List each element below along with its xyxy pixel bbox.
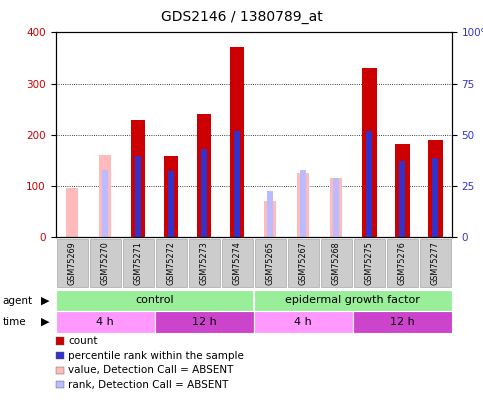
Bar [89,239,121,288]
Text: GSM75276: GSM75276 [398,241,407,285]
Text: 4 h: 4 h [96,317,114,327]
Bar [188,239,220,288]
Bar [102,171,108,237]
Bar [287,239,319,288]
Text: ▶: ▶ [41,317,50,327]
Bar [354,239,384,288]
Text: control: control [135,295,174,305]
Text: GSM75267: GSM75267 [298,241,308,285]
Text: 12 h: 12 h [192,317,216,327]
Bar [366,131,372,237]
Text: 12 h: 12 h [390,317,414,327]
Bar [300,171,306,237]
Bar [432,158,438,237]
Bar [156,239,186,288]
Bar [362,68,377,237]
Bar [264,201,276,237]
Bar [229,47,244,237]
Bar [297,173,309,237]
Bar [254,290,452,311]
Bar [330,178,342,237]
Bar [155,311,254,333]
Bar [201,149,207,237]
Bar [130,120,145,237]
Bar [255,239,285,288]
Text: value, Detection Call = ABSENT: value, Detection Call = ABSENT [68,365,233,375]
Bar [66,188,78,237]
Text: ▶: ▶ [41,296,50,305]
Bar [197,114,212,237]
Text: GDS2146 / 1380789_at: GDS2146 / 1380789_at [161,10,322,24]
Bar [234,131,240,237]
Bar [395,144,410,237]
Text: GSM75268: GSM75268 [332,241,341,285]
Text: GSM75265: GSM75265 [266,241,274,285]
Bar [353,311,452,333]
Bar [164,156,179,237]
Bar [222,239,253,288]
Bar [123,239,154,288]
Text: GSM75275: GSM75275 [365,241,373,285]
Bar [56,290,254,311]
Bar [427,140,442,237]
Text: GSM75273: GSM75273 [199,241,209,285]
Text: epidermal growth factor: epidermal growth factor [285,295,420,305]
Text: GSM75277: GSM75277 [431,241,440,285]
Bar [420,239,451,288]
Bar [99,155,111,237]
Bar [399,161,405,237]
Bar [254,311,353,333]
Text: GSM75272: GSM75272 [167,241,175,285]
Text: GSM75274: GSM75274 [233,241,242,285]
Text: rank, Detection Call = ABSENT: rank, Detection Call = ABSENT [68,380,228,390]
Bar [333,178,340,237]
Text: time: time [2,317,26,327]
Bar [135,156,141,237]
Bar [56,311,155,333]
Text: percentile rank within the sample: percentile rank within the sample [68,351,244,360]
Text: GSM75271: GSM75271 [134,241,142,285]
Text: agent: agent [2,296,32,305]
Text: GSM75270: GSM75270 [100,241,110,285]
Text: 4 h: 4 h [294,317,312,327]
Bar [168,171,174,237]
Bar [267,191,273,237]
Bar [321,239,352,288]
Bar [386,239,418,288]
Text: count: count [68,336,98,346]
Bar [57,239,87,288]
Text: GSM75269: GSM75269 [68,241,76,285]
